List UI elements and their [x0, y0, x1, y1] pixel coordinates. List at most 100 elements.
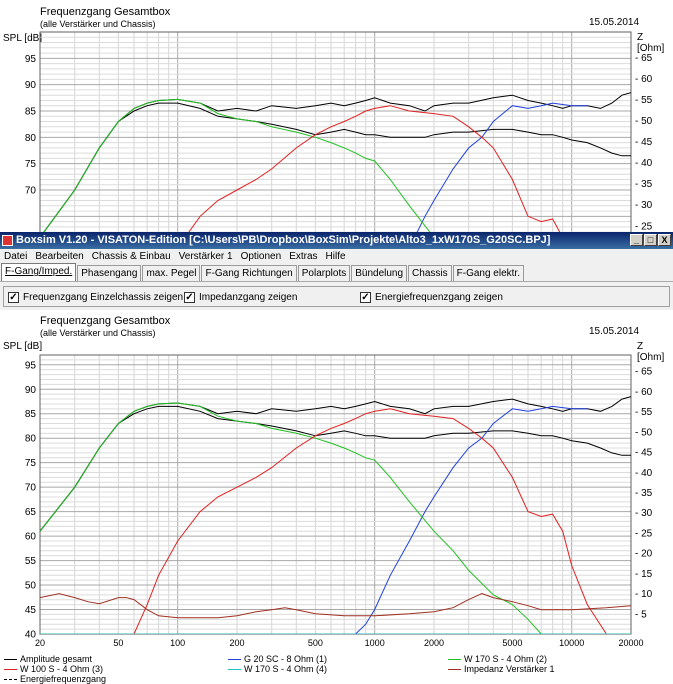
x-tick-label: 100 [170, 638, 185, 648]
menu-chassis-einbau[interactable]: Chassis & Einbau [91, 251, 171, 262]
y2-tick-label: - 5 [635, 609, 647, 620]
y-tick-label: 75 [25, 458, 37, 469]
y2-tick-label: - 55 [635, 95, 653, 106]
option-impedanz[interactable]: ✓ Impedanzgang zeigen [184, 292, 297, 303]
legend-label: W 170 S - 4 Ohm (2) [464, 654, 548, 664]
menu-extras[interactable]: Extras [289, 251, 318, 262]
series-group [40, 396, 631, 634]
option-einzelchassis[interactable]: ✓ Frequenzgang Einzelchassis zeigen [8, 292, 183, 303]
series-line-w-100-s-4-ohm-3- [133, 408, 607, 634]
bottom-chart-panel: Frequenzgang Gesamtbox (alle Verstärker … [0, 310, 673, 680]
y2-tick-label: - 50 [635, 116, 653, 127]
y-tick-label: 90 [25, 80, 37, 91]
y2-tick-label: - 65 [635, 367, 653, 378]
legend-item: W 100 S - 4 Ohm (3) [4, 664, 103, 674]
option-label: Impedanzgang zeigen [199, 292, 298, 303]
x-tick-label: 10000 [559, 638, 584, 648]
y-tick-label: 70 [25, 483, 37, 494]
y-tick-label: 85 [25, 409, 37, 420]
legend-label: Amplitude gesamt [20, 654, 93, 664]
y2-tick-label: - 20 [635, 549, 653, 560]
tab-fgang-richtungen[interactable]: F-Gang Richtungen [201, 265, 297, 281]
y2-tick-label: - 25 [635, 221, 653, 232]
option-label: Energiefrequenzgang zeigen [375, 292, 503, 303]
menu-optionen[interactable]: Optionen [240, 251, 282, 262]
x-tick-label: 50 [113, 638, 123, 648]
legend-label: G 20 SC - 8 Ohm (1) [244, 654, 328, 664]
series-group [43, 92, 631, 232]
x-tick-label: 5000 [502, 638, 522, 648]
legend-swatch [448, 668, 461, 670]
legend-swatch [228, 658, 241, 660]
window-title: Boxsim V1.20 - VISATON-Edition [C:\Users… [16, 234, 551, 246]
chart-legend: Amplitude gesamt G 20 SC - 8 Ohm (1) W 1… [0, 650, 673, 684]
y2-tick-label: - 30 [635, 200, 653, 211]
top-chart-panel: Frequenzgang Gesamtbox (alle Verstärker … [0, 0, 673, 232]
y-axis-label: SPL [dB] [3, 33, 43, 44]
x-tick-label: 20 [35, 638, 45, 648]
series-line-w-100-s-4-ohm-3- [188, 105, 561, 232]
checkbox-checked-icon[interactable]: ✓ [184, 292, 195, 303]
y2-tick-label: - 50 [635, 427, 653, 438]
checkbox-checked-icon[interactable]: ✓ [8, 292, 19, 303]
tab-polarplots[interactable]: Polarplots [297, 265, 351, 281]
legend-item: Amplitude gesamt [4, 654, 92, 664]
chart-date: 15.05.2014 [589, 17, 640, 28]
y2-tick-label: - 45 [635, 448, 653, 459]
maximize-button[interactable]: □ [644, 234, 657, 246]
series-line-impedanz-verst-rker-1 [40, 593, 631, 619]
series-line-w-170-s-4-ohm-2- [40, 402, 542, 634]
minimize-button[interactable]: _ [630, 234, 643, 246]
y2-tick-label: - 45 [635, 137, 653, 148]
menu-verstaerker[interactable]: Verstärker 1 [178, 251, 233, 262]
y2-axis-label: Z [Ohm] [637, 32, 665, 54]
y2-tick-label: - 65 [635, 53, 653, 64]
y-tick-label: 80 [25, 133, 37, 144]
legend-label: W 170 S - 4 Ohm (4) [244, 664, 328, 674]
series-line-energiefrequenzgang [40, 405, 631, 532]
menu-hilfe[interactable]: Hilfe [325, 251, 346, 262]
legend-swatch [4, 678, 17, 680]
chart-subtitle: (alle Verstärker und Chassis) [40, 328, 156, 338]
legend-swatch [448, 658, 461, 660]
y-tick-label: 50 [25, 581, 37, 592]
chart-subtitle: (alle Verstärker und Chassis) [40, 19, 156, 29]
bottom-chart-plot: 95 90 85 80 75 70 65 60 55 50 45 40 - 65 - 60 - 55 - 50… [25, 354, 653, 648]
legend-item: W 170 S - 4 Ohm (4) [228, 664, 327, 674]
tab-buendelung[interactable]: Bündelung [351, 265, 408, 281]
menu-bar: Datei Bearbeiten Chassis & Einbau Verstä… [0, 249, 673, 264]
tab-phasengang[interactable]: Phasengang [77, 265, 142, 281]
tab-fgang-imped[interactable]: F-Gang/Imped. [1, 263, 77, 281]
y2-tick-label: - 15 [635, 569, 653, 580]
legend-item: Impedanz Verstärker 1 [448, 664, 555, 674]
window-titlebar[interactable]: Boxsim V1.20 - VISATON-Edition [C:\Users… [0, 232, 673, 249]
option-energie[interactable]: ✓ Energiefrequenzgang zeigen [360, 292, 503, 303]
checkbox-checked-icon[interactable]: ✓ [360, 292, 371, 303]
legend-swatch [228, 668, 241, 670]
y-tick-label: 65 [25, 507, 37, 518]
options-panel: ✓ Frequenzgang Einzelchassis zeigen ✓ Im… [0, 282, 673, 310]
legend-item: G 20 SC - 8 Ohm (1) [228, 654, 327, 664]
legend-swatch [4, 658, 17, 660]
y-tick-label: 95 [25, 360, 37, 371]
chart-title: Frequenzgang Gesamtbox [40, 315, 171, 327]
legend-item: W 170 S - 4 Ohm (2) [448, 654, 547, 664]
y2-tick-label: - 40 [635, 468, 653, 479]
legend-item: Energiefrequenzgang [4, 674, 106, 684]
tab-max-pegel[interactable]: max. Pegel [142, 265, 201, 281]
tab-chassis[interactable]: Chassis [408, 265, 452, 281]
menu-bearbeiten[interactable]: Bearbeiten [35, 251, 84, 262]
legend-label: W 100 S - 4 Ohm (3) [20, 664, 104, 674]
menu-datei[interactable]: Datei [4, 251, 28, 262]
option-label: Frequenzgang Einzelchassis zeigen [23, 292, 184, 303]
tab-fgang-elektr[interactable]: F-Gang elektr. [452, 265, 524, 281]
y2-tick-label: - 30 [635, 508, 653, 519]
y-tick-label: 90 [25, 385, 37, 396]
y-tick-label: 60 [25, 532, 37, 543]
close-button[interactable]: X [658, 234, 671, 246]
series-line-w-170-s-4-ohm-2- [43, 98, 431, 232]
y2-tick-label: - 10 [635, 589, 653, 600]
y2-tick-label: - 25 [635, 528, 653, 539]
y2-tick-label: - 60 [635, 387, 653, 398]
x-tick-label: 2000 [424, 638, 444, 648]
